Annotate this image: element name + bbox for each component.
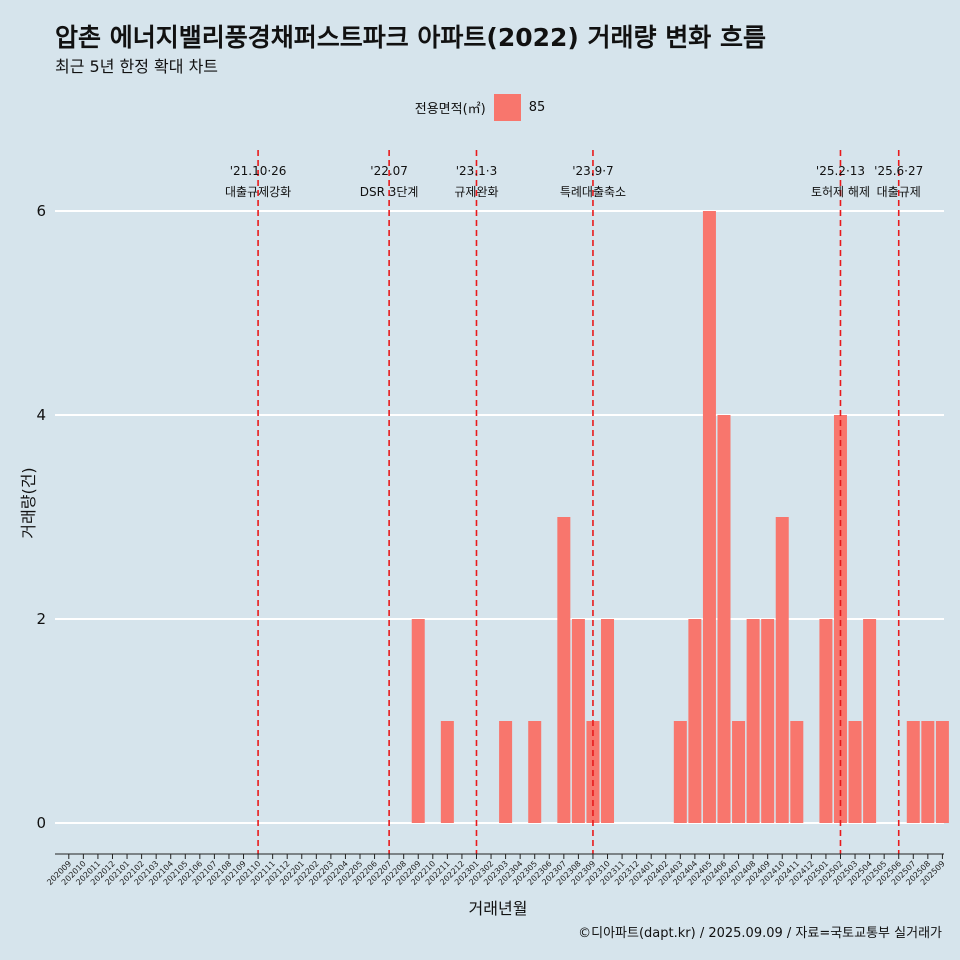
bar-202408 [746, 619, 760, 823]
event-date-0: '21.10·26 [230, 164, 287, 178]
bar-202403 [673, 721, 687, 823]
bar-202503 [848, 721, 862, 823]
event-date-3: '23.9·7 [572, 164, 613, 178]
legend-swatch [493, 93, 521, 121]
bar-202310 [601, 619, 615, 823]
bar-202303 [499, 721, 513, 823]
bar-202307 [557, 517, 571, 823]
event-date-1: '22.07 [370, 164, 408, 178]
event-date-5: '25.6·27 [874, 164, 923, 178]
bars [411, 211, 949, 823]
x-axis-title: 거래년월 [469, 899, 528, 918]
event-date-2: '23.1·3 [456, 164, 497, 178]
legend-title: 전용면적(㎡) [414, 101, 486, 117]
bar-202404 [688, 619, 702, 823]
y-tick-label-6: 6 [36, 202, 46, 220]
chart-title: 압촌 에너지밸리풍경채퍼스트파크 아파트(2022) 거래량 변화 흐름 [55, 23, 766, 52]
axes: 0246202009202010202011202012202101202102… [19, 202, 947, 918]
bar-202507 [906, 721, 920, 823]
source-caption: ©디아파트(dapt.kr) / 2025.09.09 / 자료=국토교통부 실… [578, 926, 942, 941]
bar-202410 [775, 517, 789, 823]
y-tick-label-2: 2 [36, 610, 46, 628]
bar-202502 [833, 415, 847, 823]
bar-202508 [921, 721, 935, 823]
event-label-0: 대출규제강화 [225, 185, 291, 199]
legend-entry-85: 85 [528, 99, 546, 115]
bar-202504 [863, 619, 877, 823]
bar-202308 [571, 619, 585, 823]
bar-202209 [411, 619, 425, 823]
y-axis-title: 거래량(건) [19, 467, 38, 538]
y-tick-label-0: 0 [36, 814, 46, 832]
event-annotations: '21.10·26 대출규제강화 '22.07 DSR 3단계 '23.1·3 규제완화 '… [225, 150, 923, 854]
event-label-5: 대출규제 [877, 185, 921, 199]
bar-202509 [935, 721, 949, 823]
bar-202406 [717, 415, 731, 823]
event-label-3: 특례대출축소 [560, 185, 626, 199]
bar-202405 [702, 211, 716, 823]
event-date-4: '25.2·13 [816, 164, 865, 178]
bar-202411 [790, 721, 804, 823]
chart-subtitle: 최근 5년 한정 확대 차트 [55, 57, 219, 76]
event-label-4: 토허제 해제 [811, 185, 870, 199]
bar-202305 [528, 721, 542, 823]
bar-202409 [761, 619, 775, 823]
event-label-2: 규제완화 [454, 185, 498, 199]
bar-202501 [819, 619, 833, 823]
event-label-1: DSR 3단계 [360, 185, 419, 199]
legend: 전용면적(㎡) 85 [0, 92, 960, 122]
bar-202211 [440, 721, 454, 823]
y-tick-label-4: 4 [36, 406, 46, 424]
bar-202407 [732, 721, 746, 823]
